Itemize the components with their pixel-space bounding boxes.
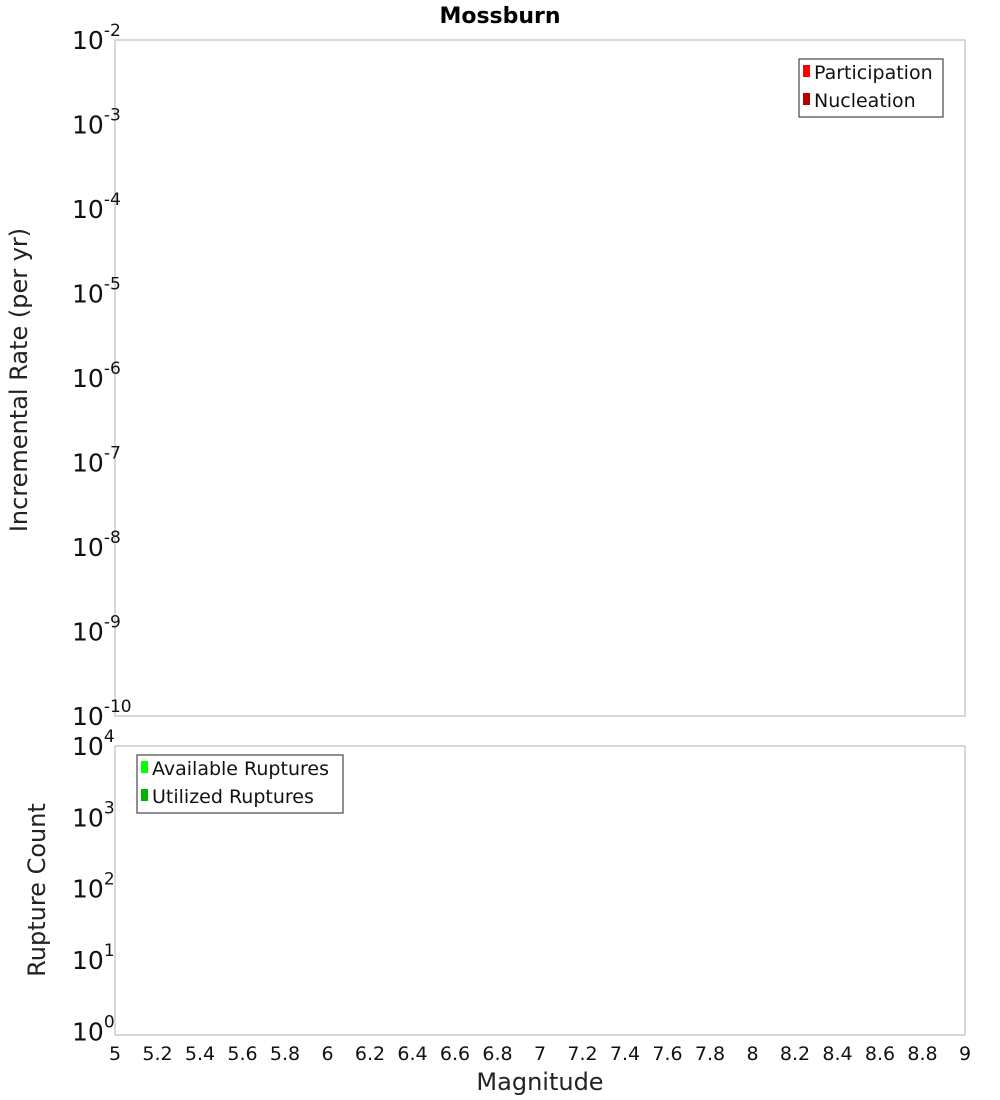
x-tick-label: 9: [959, 1043, 971, 1065]
x-tick-label: 6: [321, 1043, 333, 1065]
x-tick-label: 7.8: [695, 1043, 725, 1065]
x-tick-label: 5.4: [185, 1043, 215, 1065]
bottom-plot-area: 100 101 102 103 104 5 5.2 5.4 5.6 5.8 6 6.2 6.4 6.6 6.…: [72, 727, 971, 1065]
top-y-tick-label: 10-8: [72, 528, 121, 562]
x-axis-label: Magnitude: [476, 1068, 603, 1096]
bottom-legend-box: [136, 754, 344, 814]
x-tick-label: 5.2: [142, 1043, 172, 1065]
x-tick-label: 8.4: [822, 1043, 852, 1065]
bottom-legend-label: Utilized Ruptures: [152, 786, 314, 808]
top-y-tick-label: 10-7: [72, 444, 121, 478]
top-y-tick-label: 10-9: [72, 613, 121, 647]
top-y-axis-label: Incremental Rate (per yr): [5, 228, 33, 532]
x-tick-label: 8.2: [780, 1043, 810, 1065]
top-legend-label: Participation: [814, 62, 933, 84]
bottom-legend: Available Ruptures Utilized Ruptures: [136, 754, 344, 814]
x-tick-label: 8: [746, 1043, 758, 1065]
x-tick-label: 6.4: [397, 1043, 427, 1065]
bottom-y-axis-label: Rupture Count: [23, 803, 51, 977]
x-tick-label: 7.2: [567, 1043, 597, 1065]
top-y-tick-label: 10-3: [72, 106, 121, 140]
x-tick-label: 6.2: [355, 1043, 385, 1065]
top-legend-label: Nucleation: [814, 90, 916, 112]
x-tick-label: 7: [534, 1043, 546, 1065]
top-y-tick-label: 10-6: [72, 359, 121, 393]
top-y-tick-label: 10-5: [72, 275, 121, 309]
bottom-legend-label: Available Ruptures: [152, 758, 329, 780]
x-tick-label: 5: [109, 1043, 121, 1065]
bottom-legend-swatch: [141, 789, 148, 801]
x-tick-label: 8.8: [907, 1043, 937, 1065]
x-tick-label: 5.8: [270, 1043, 300, 1065]
x-tick-label: 6.8: [482, 1043, 512, 1065]
chart-title: Mossburn: [439, 4, 560, 29]
top-legend-box: [798, 58, 944, 118]
top-plot-frame: [114, 39, 966, 717]
top-y-tick-label: 10-4: [72, 190, 121, 224]
bottom-y-tick-label: 102: [72, 870, 115, 904]
x-tick-label: 7.6: [652, 1043, 682, 1065]
x-tick-label: 7.4: [610, 1043, 640, 1065]
bottom-y-tick-label: 103: [72, 798, 115, 832]
top-legend: Participation Nucleation: [798, 58, 944, 118]
bottom-y-tick-label: 104: [72, 727, 115, 761]
x-tick-label: 8.6: [865, 1043, 895, 1065]
top-y-tick-label: 10-10: [72, 697, 132, 731]
top-y-tick-label: 10-2: [72, 21, 121, 55]
top-legend-swatch: [803, 93, 810, 105]
bottom-y-tick-label: 100: [72, 1012, 115, 1046]
top-legend-swatch: [803, 65, 810, 77]
bottom-legend-swatch: [141, 761, 148, 773]
top-plot-area: 10-10 10-9 10-8 10-7 10-6 10-5 10-4 10-3 10-2 Par…: [72, 21, 966, 731]
x-tick-label: 6.6: [440, 1043, 470, 1065]
bottom-y-tick-label: 101: [72, 941, 115, 975]
x-tick-label: 5.6: [227, 1043, 257, 1065]
